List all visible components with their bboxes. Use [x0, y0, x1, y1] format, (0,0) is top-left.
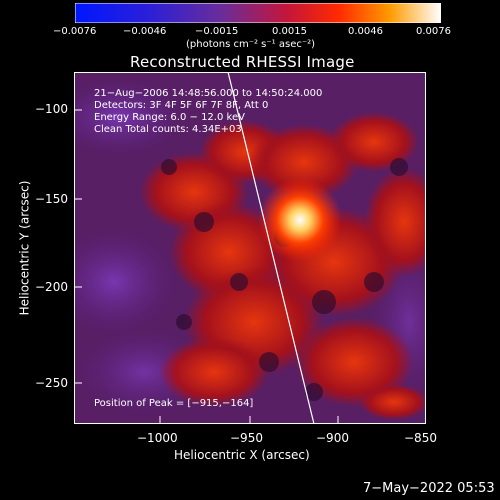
- y-tick-1: −100: [35, 102, 68, 116]
- rhessi-image: [74, 72, 426, 424]
- peak-position-label: Position of Peak = [−915,−164]: [94, 398, 254, 409]
- x-tick-4: −850: [404, 431, 437, 445]
- colorbar-tick-2: −0.0046: [123, 26, 167, 37]
- colorbar: [75, 3, 441, 23]
- x-tick-3: −900: [316, 431, 349, 445]
- colorbar-tick-6: 0.0076: [416, 26, 451, 37]
- y-tick-4: −250: [35, 376, 68, 390]
- info-line-2: Detectors: 3F 4F 5F 6F 7F 8F, Att 0: [94, 100, 269, 111]
- info-line-3: Energy Range: 6.0 − 12.0 keV: [94, 112, 245, 123]
- y-tick-2: −150: [35, 192, 68, 206]
- info-line-4: Clean Total counts: 4.34E+03: [94, 124, 242, 135]
- colorbar-tick-5: 0.0046: [348, 26, 383, 37]
- y-tick-3: −200: [35, 280, 68, 294]
- y-axis-title: Heliocentric Y (arcsec): [17, 180, 32, 316]
- colorbar-tick-3: −0.0015: [195, 26, 239, 37]
- plot-title: Reconstructed RHESSI Image: [130, 53, 355, 71]
- colorbar-tick-1: −0.0076: [53, 26, 97, 37]
- colorbar-units: (photons cm⁻² s⁻¹ asec⁻²): [186, 39, 316, 50]
- timestamp: 7−May−2022 05:53: [363, 481, 495, 496]
- solar-limb-line: [227, 72, 315, 424]
- x-tick-1: −1000: [137, 431, 178, 445]
- x-axis-title: Heliocentric X (arcsec): [174, 448, 310, 462]
- info-line-1: 21−Aug−2006 14:48:56.000 to 14:50:24.000: [94, 88, 323, 99]
- x-tick-2: −950: [230, 431, 263, 445]
- colorbar-tick-4: 0.0015: [272, 26, 307, 37]
